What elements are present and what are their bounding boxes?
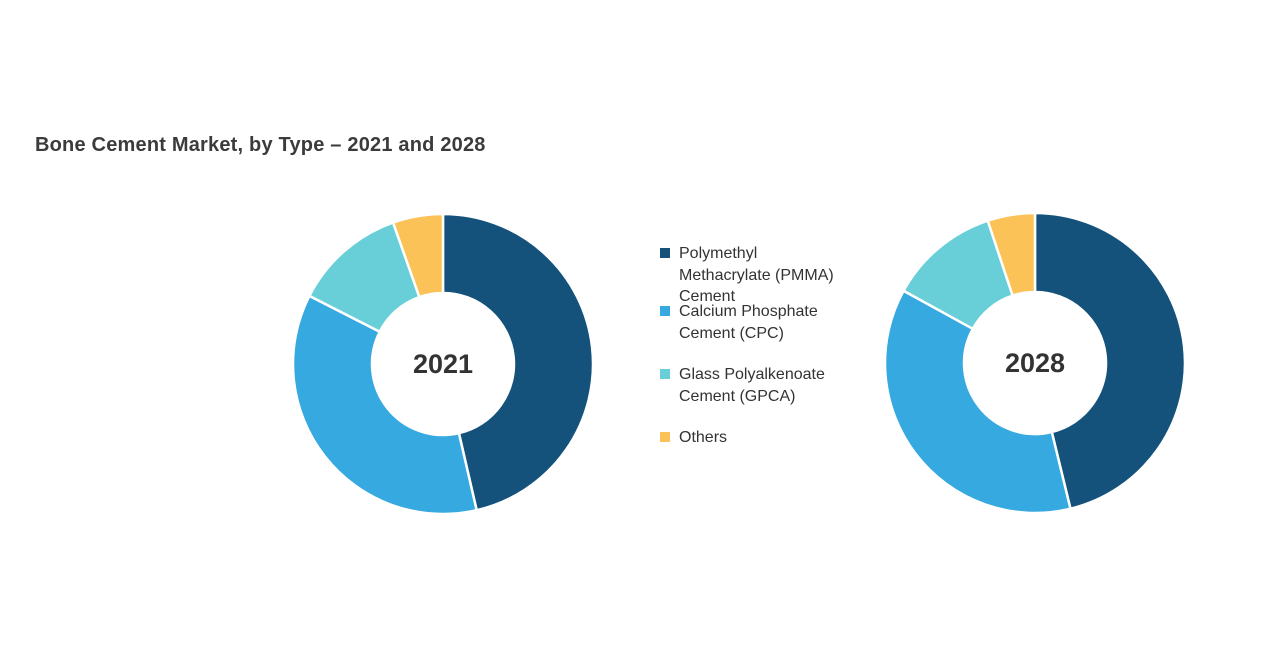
donut-slice-pmma-2028 [1033, 211, 1187, 510]
legend-item-gpca: Glass Polyalkenoate Cement (GPCA) [660, 364, 825, 407]
legend-swatch-gpca-icon [660, 369, 670, 379]
legend-swatch-others-icon [660, 432, 670, 442]
donut-slice-others-2021 [391, 212, 445, 299]
donut-chart-2028: 2028 [881, 209, 1189, 517]
legend-item-pmma: Polymethyl Methacrylate (PMMA) Cement [660, 243, 834, 308]
legend-label-others: Others [679, 429, 728, 446]
chart-title: Bone Cement Market, by Type – 2021 and 2… [35, 134, 486, 156]
legend-label-cpc: Calcium Phosphate Cement (CPC) [679, 303, 818, 342]
legend-label-gpca: Glass Polyalkenoate Cement (GPCA) [679, 366, 825, 405]
donut-slice-cpc-2021 [291, 294, 478, 516]
legend-item-others: Others [660, 427, 727, 449]
legend-item-cpc: Calcium Phosphate Cement (CPC) [660, 301, 818, 344]
donut-chart-2021: 2021 [289, 210, 597, 518]
donut-2028-svg [883, 211, 1187, 515]
donut-2021-svg [291, 212, 595, 516]
legend-label-pmma: Polymethyl Methacrylate (PMMA) Cement [679, 245, 834, 305]
donut-slice-cpc-2028 [883, 289, 1072, 515]
donut-slice-pmma-2021 [441, 212, 595, 512]
donut-slice-others-2028 [986, 211, 1037, 297]
legend-swatch-pmma-icon [660, 248, 670, 258]
legend-swatch-cpc-icon [660, 306, 670, 316]
